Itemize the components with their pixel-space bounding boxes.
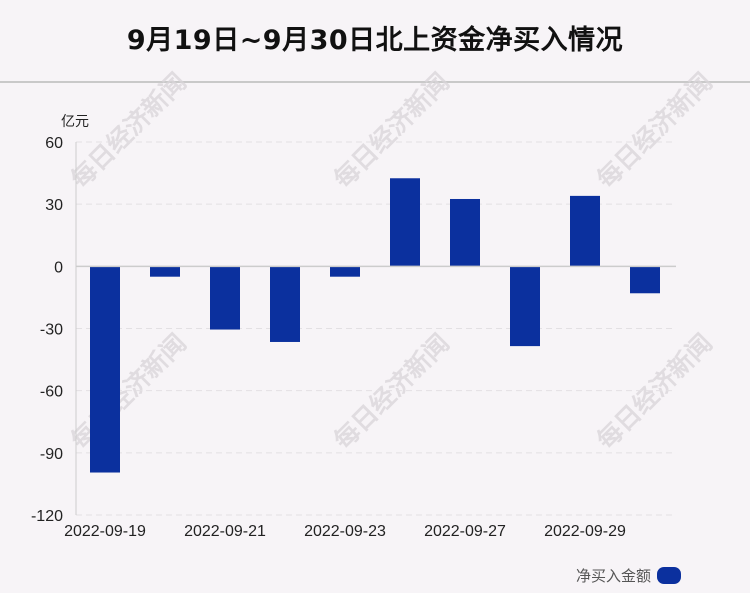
y-axis-label: 亿元 <box>61 114 89 130</box>
title-divider <box>0 81 750 83</box>
x-tick-label: 2022-09-23 <box>304 523 386 540</box>
watermark-text: 每日经济新闻 <box>65 67 192 194</box>
bar-2022-09-22 <box>270 266 300 342</box>
bar-2022-09-23 <box>330 266 360 277</box>
x-tick-label: 2022-09-27 <box>424 523 506 540</box>
y-tick-label: 30 <box>45 197 63 214</box>
y-tick-label: -60 <box>40 384 63 401</box>
watermark-text: 每日经济新闻 <box>65 328 192 455</box>
bar-2022-09-29 <box>570 195 600 267</box>
bar-2022-09-27 <box>450 198 480 267</box>
bar-2022-09-20 <box>150 266 180 277</box>
watermark-text: 每日经济新闻 <box>328 67 455 194</box>
x-tick-label: 2022-09-19 <box>64 523 146 540</box>
y-tick-label: 0 <box>54 259 63 276</box>
x-tick-label: 2022-09-21 <box>184 523 266 540</box>
bar-2022-09-21 <box>210 266 240 330</box>
y-tick-label: -90 <box>40 446 63 463</box>
bar-2022-09-30 <box>630 266 660 294</box>
bar-2022-09-26 <box>390 178 420 267</box>
y-tick-label: -120 <box>31 508 63 525</box>
bar-2022-09-19 <box>90 266 120 473</box>
watermark-text: 每日经济新闻 <box>591 328 718 455</box>
watermark-text: 每日经济新闻 <box>591 67 718 194</box>
watermark-text: 每日经济新闻 <box>328 328 455 455</box>
bar-2022-09-28 <box>510 266 540 347</box>
x-tick-label: 2022-09-29 <box>544 523 626 540</box>
legend: 净买入金额 <box>576 565 682 586</box>
y-tick-label: -30 <box>40 322 63 339</box>
legend-label: 净买入金额 <box>576 567 652 585</box>
y-tick-label: 60 <box>45 135 63 152</box>
legend-swatch <box>657 567 682 584</box>
chart-title: 9月19日~9月30日北上资金净买入情况 <box>126 25 624 56</box>
